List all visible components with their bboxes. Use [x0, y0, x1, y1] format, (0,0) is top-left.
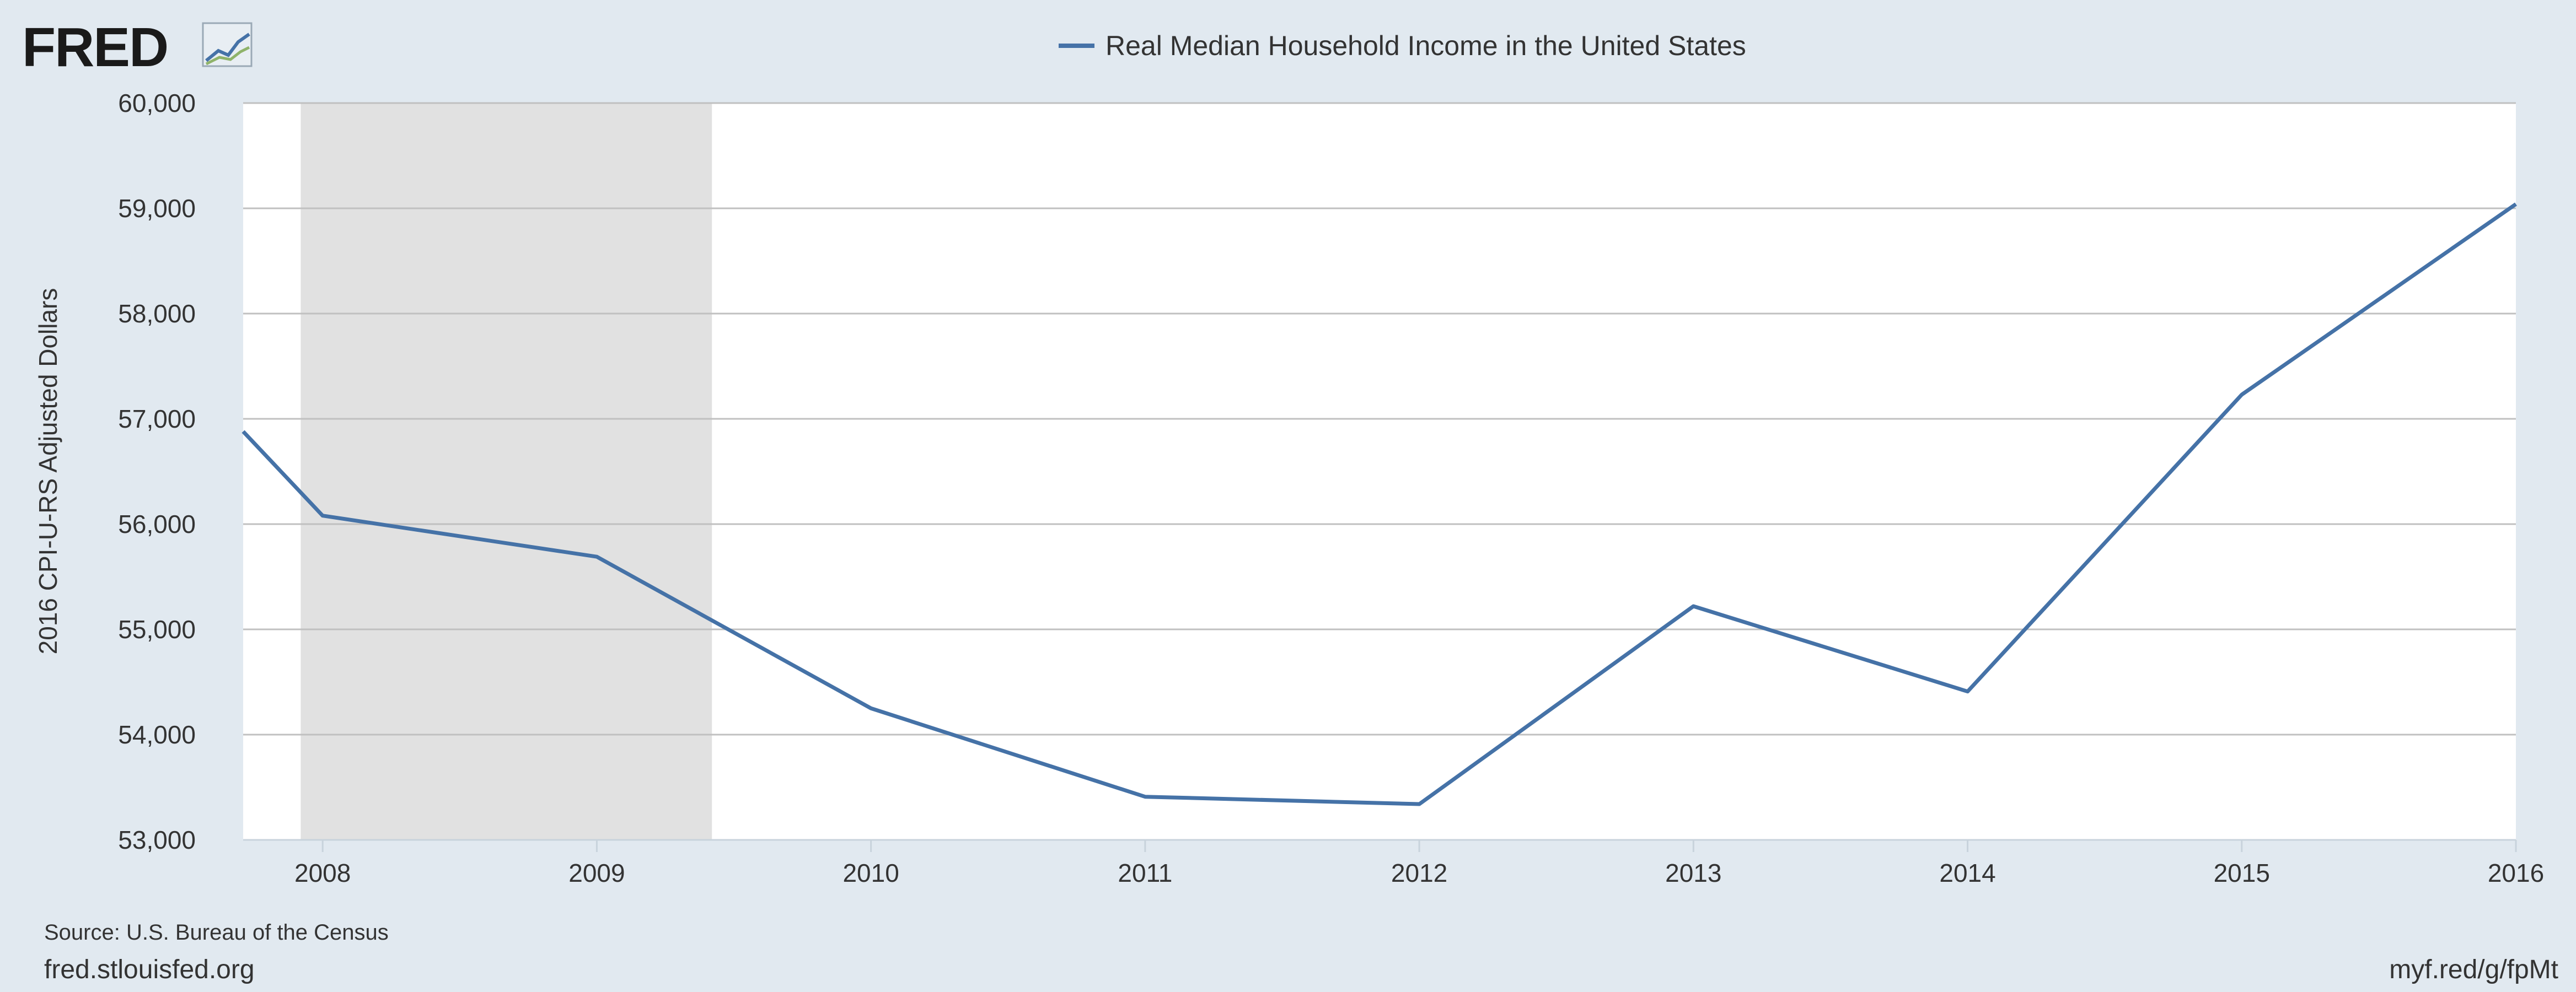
source-note: Source: U.S. Bureau of the Census — [44, 920, 389, 945]
y-axis-label: 2016 CPI-U-RS Adjusted Dollars — [34, 288, 62, 655]
plot-area[interactable] — [241, 102, 2518, 841]
x-tick-label: 2012 — [1391, 859, 1447, 887]
y-tick-label: 53,000 — [118, 826, 196, 854]
y-tick-label: 59,000 — [118, 194, 196, 223]
series-line[interactable] — [242, 202, 2517, 806]
data-point[interactable] — [869, 706, 873, 710]
y-tick-label: 55,000 — [118, 615, 196, 644]
y-tick-label: 56,000 — [118, 510, 196, 538]
recession-shading — [300, 103, 712, 840]
y-tick-label: 54,000 — [118, 720, 196, 749]
fred-logo-text: FRED — [22, 17, 168, 78]
x-tick-label: 2008 — [294, 859, 351, 887]
x-tick-label: 2010 — [842, 859, 899, 887]
data-point[interactable] — [1966, 689, 1970, 694]
data-point[interactable] — [241, 429, 245, 434]
x-axis: 2008 2009 2010 2011 2012 2013 2014 2015 2016 — [243, 839, 2544, 887]
y-tick-label: 60,000 — [118, 89, 196, 117]
data-point[interactable] — [1417, 802, 1421, 806]
x-tick-label: 2014 — [1939, 859, 1995, 887]
short-link[interactable]: myf.red/g/fpMt — [2389, 955, 2558, 984]
recession-shading-group — [300, 103, 712, 840]
x-tick-label: 2011 — [1118, 859, 1172, 887]
x-tick-label: 2015 — [2214, 859, 2270, 887]
y-tick-label: 58,000 — [118, 299, 196, 328]
y-tick-label: 57,000 — [118, 405, 196, 433]
data-point[interactable] — [320, 514, 325, 518]
x-tick-label: 2009 — [568, 859, 625, 887]
legend[interactable]: Real Median Household Income in the Unit… — [1059, 30, 1746, 61]
fred-logo[interactable]: FRED — [22, 17, 253, 78]
data-point[interactable] — [594, 554, 599, 559]
series-group — [241, 202, 2518, 806]
data-point[interactable] — [1691, 604, 1695, 608]
x-tick-label: 2016 — [2488, 859, 2544, 887]
data-point[interactable] — [2514, 202, 2518, 206]
data-point[interactable] — [1143, 795, 1147, 799]
x-tick-label: 2013 — [1665, 859, 1721, 887]
y-axis: 53,000 54,000 55,000 56,000 57,000 58,000 59,0… — [118, 89, 196, 854]
legend-label: Real Median Household Income in the Unit… — [1105, 30, 1746, 61]
site-link[interactable]: fred.stlouisfed.org — [44, 955, 255, 984]
data-point[interactable] — [2240, 392, 2244, 397]
trend-chart-icon — [202, 22, 253, 67]
